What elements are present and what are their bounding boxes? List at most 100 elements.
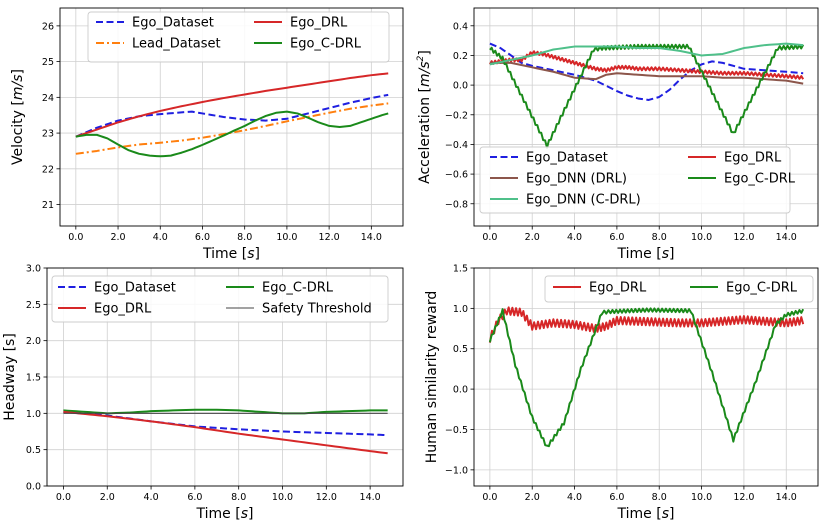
x-tick-label: 6.0 bbox=[609, 492, 624, 503]
y-axis-label: Acceleration [m/s2] bbox=[416, 50, 433, 184]
y-axis-label-text: Velocity bbox=[10, 110, 26, 165]
x-axis-label-text: Time bbox=[617, 246, 652, 262]
x-axis-label: Time [s] bbox=[617, 246, 675, 262]
x-tick-label: 6.0 bbox=[187, 492, 202, 503]
legend: Ego_Dataset Lead_Dataset Ego_DRL Ego_C-DRL bbox=[87, 11, 390, 63]
x-tick-label: 10.0 bbox=[272, 492, 293, 503]
y-tick-label: 1.5 bbox=[26, 373, 41, 384]
x-tick-label: 14.0 bbox=[776, 492, 797, 503]
x-axis-label-bracket-open: [ bbox=[237, 246, 247, 262]
legend-entry: Lead_Dataset bbox=[132, 37, 221, 52]
y-tick-label: −0.6 bbox=[445, 170, 468, 181]
legend-entry: Ego_DNN (DRL) bbox=[526, 172, 627, 187]
y-tick-label: 21 bbox=[42, 200, 54, 211]
y-tick-label: 0.0 bbox=[26, 482, 41, 493]
y-tick-label: 0.5 bbox=[26, 445, 41, 456]
x-tick-label: 2.0 bbox=[100, 492, 115, 503]
y-tick-label: 1.0 bbox=[453, 304, 468, 315]
x-tick-label: 14.0 bbox=[360, 492, 381, 503]
legend-frame bbox=[479, 146, 791, 214]
x-axis-label-unit: s bbox=[247, 246, 254, 262]
x-tick-label: 0.0 bbox=[68, 232, 83, 243]
x-tick-label: 4.0 bbox=[153, 232, 168, 243]
x-tick-label: 6.0 bbox=[609, 232, 624, 243]
y-tick-label: 22 bbox=[42, 164, 54, 175]
x-tick-label: 2.0 bbox=[110, 232, 125, 243]
x-axis-label-bracket-close: ] bbox=[255, 246, 260, 262]
x-axis-label-bracket-open: [ bbox=[231, 506, 241, 522]
legend-entry: Ego_DNN (C-DRL) bbox=[526, 193, 641, 208]
y-axis-label-unit: m/s bbox=[417, 61, 433, 87]
series-line-lead-dataset bbox=[75, 102, 389, 155]
legend-entry: Ego_C-DRL bbox=[290, 37, 362, 52]
legend-entry: Ego_Dataset bbox=[94, 281, 176, 296]
y-tick-label: 0.0 bbox=[453, 81, 468, 92]
x-tick-label: 12.0 bbox=[733, 232, 754, 243]
x-axis-label-text: Time bbox=[617, 506, 652, 522]
y-tick-label: 3.0 bbox=[26, 264, 41, 275]
x-tick-label: 14.0 bbox=[776, 232, 797, 243]
y-tick-label: 2.0 bbox=[26, 336, 41, 347]
chart-velocity: 0.0 2.0 4.0 6.0 8.0 10.0 12.0 14.0 21 22 23 24 25 26 T… bbox=[10, 7, 404, 262]
x-axis-label: Time [s] bbox=[196, 506, 254, 522]
x-axis-label-text: Time bbox=[202, 246, 237, 262]
legend-entry: Ego_Dataset bbox=[132, 16, 214, 31]
x-tick-label: 2.0 bbox=[525, 492, 540, 503]
y-tick-label: 2.5 bbox=[26, 300, 41, 311]
y-tick-label: 0.5 bbox=[453, 344, 468, 355]
x-tick-label: 2.0 bbox=[525, 232, 540, 243]
y-axis-label-sup: 2 bbox=[416, 55, 426, 61]
x-tick-label: 8.0 bbox=[652, 492, 667, 503]
x-tick-label: 8.0 bbox=[652, 232, 667, 243]
x-axis-label-text: Time bbox=[196, 506, 231, 522]
y-tick-label: 0.2 bbox=[453, 51, 468, 62]
y-tick-label: 23 bbox=[42, 129, 54, 140]
series-line-ego-dnn-c-drl- bbox=[489, 42, 804, 66]
legend-frame bbox=[51, 275, 389, 323]
x-tick-label: 10.0 bbox=[691, 492, 712, 503]
legend-entry: Ego_C-DRL bbox=[724, 172, 796, 187]
legend: Ego_Dataset Ego_DRL Ego_C-DRL Safety Thresh… bbox=[51, 275, 389, 323]
x-tick-label: 14.0 bbox=[361, 232, 382, 243]
x-tick-label: 0.0 bbox=[56, 492, 71, 503]
legend-entry: Safety Threshold bbox=[262, 302, 372, 317]
legend-entry: Ego_Dataset bbox=[526, 151, 608, 166]
series-line-ego-drl bbox=[488, 306, 805, 343]
x-tick-label: 0.0 bbox=[482, 232, 497, 243]
legend-frame bbox=[544, 275, 814, 303]
x-axis-label-unit: s bbox=[662, 246, 669, 262]
y-tick-label: 0.4 bbox=[453, 21, 468, 32]
y-axis-label: Velocity [m/s] bbox=[10, 69, 26, 165]
x-axis-label-bracket-open: [ bbox=[652, 506, 662, 522]
y-tick-label: 0.0 bbox=[453, 385, 468, 396]
legend-entry: Ego_DRL bbox=[724, 151, 782, 166]
x-tick-label: 12.0 bbox=[319, 232, 340, 243]
x-axis-label-bracket-close: ] bbox=[669, 506, 674, 522]
x-tick-label: 8.0 bbox=[237, 232, 252, 243]
x-tick-label: 4.0 bbox=[567, 232, 582, 243]
legend: Ego_Dataset Ego_DNN (DRL) Ego_DNN (C-DRL) E… bbox=[479, 146, 796, 214]
axes-frame bbox=[59, 7, 404, 227]
y-axis-label-text: Headway [s] bbox=[2, 333, 18, 421]
x-axis-label: Time [s] bbox=[202, 246, 260, 262]
series-line-ego-c-drl bbox=[75, 110, 389, 158]
y-axis-label-text: Human similarity reward bbox=[424, 291, 440, 463]
legend-entry: Ego_DRL bbox=[290, 16, 348, 31]
y-tick-label: −0.8 bbox=[445, 199, 468, 210]
x-tick-label: 12.0 bbox=[733, 492, 754, 503]
y-tick-label: −0.2 bbox=[445, 110, 468, 121]
y-axis-label-unit: m/s bbox=[10, 74, 26, 100]
y-axis-label-text: Acceleration bbox=[417, 97, 433, 184]
y-tick-label: −1.0 bbox=[445, 465, 468, 476]
y-tick-label: 1.5 bbox=[453, 264, 468, 275]
y-axis-label: Headway [s] bbox=[2, 333, 18, 421]
chart-acceleration: 0.0 2.0 4.0 6.0 8.0 10.0 12.0 14.0 −0.8 −0.6 −0.4 −… bbox=[416, 7, 819, 262]
axes-frame bbox=[473, 267, 819, 487]
chart-human-similarity: 0.0 2.0 4.0 6.0 8.0 10.0 12.0 14.0 −1.0 −0.5 0.0 0.… bbox=[424, 264, 819, 522]
x-tick-label: 0.0 bbox=[482, 492, 497, 503]
y-tick-label: 26 bbox=[42, 21, 54, 32]
x-axis-label-unit: s bbox=[662, 506, 669, 522]
x-tick-label: 8.0 bbox=[231, 492, 246, 503]
legend-entry: Ego_DRL bbox=[589, 281, 647, 296]
